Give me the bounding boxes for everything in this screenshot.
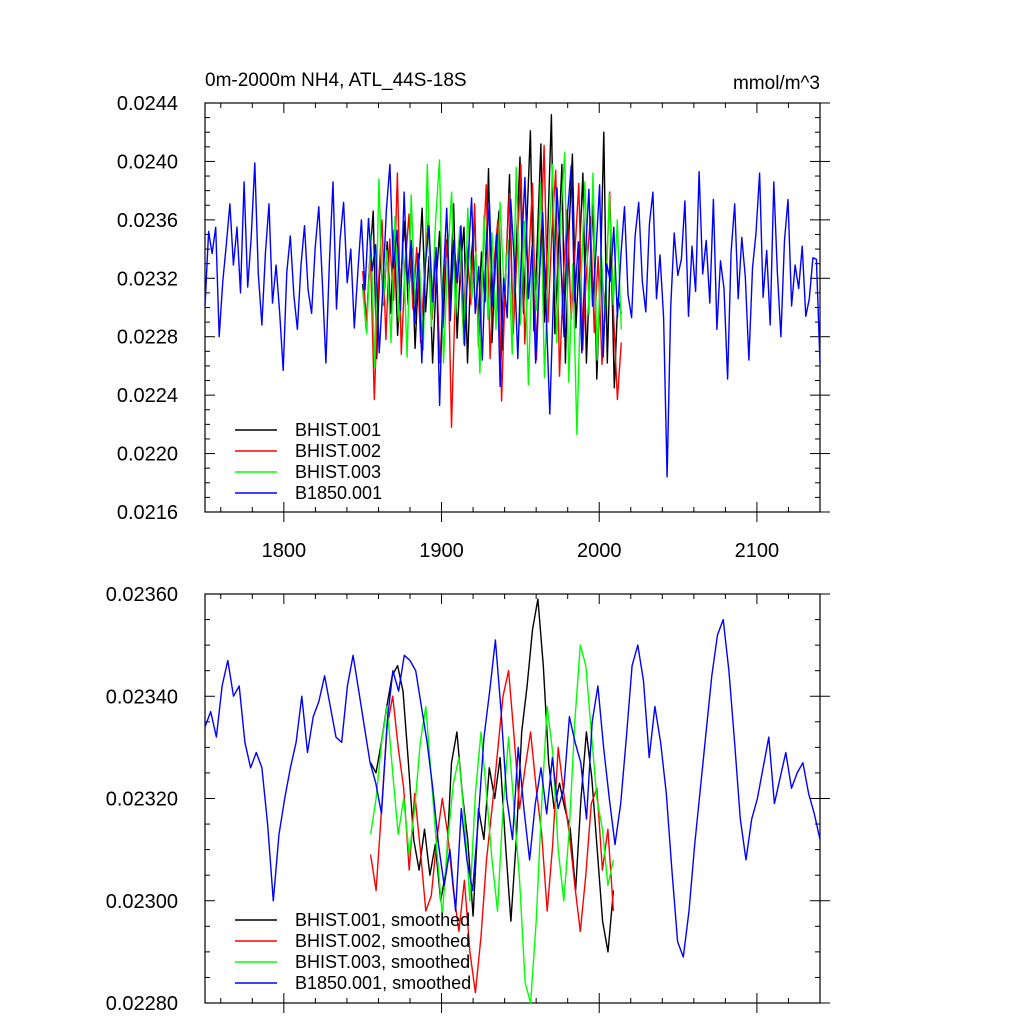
y-tick-label: 0.02300 — [106, 891, 178, 913]
chart-title: 0m-2000m NH4, ATL_44S-18S — [205, 70, 467, 91]
series-line-bhist-003 — [362, 151, 622, 436]
x-tick-label: 1900 — [419, 540, 464, 562]
legend-label-bhist-003-smoothed: BHIST.003, smoothed — [295, 952, 470, 972]
series-line-b1850-001-smoothed — [204, 618, 821, 958]
y-tick-label: 0.0244 — [117, 93, 178, 115]
y-tick-label: 0.0236 — [117, 210, 178, 232]
y-tick-label: 0.0240 — [117, 151, 178, 173]
x-tick-label: 2000 — [577, 540, 622, 562]
y-tick-label: 0.02280 — [106, 993, 178, 1015]
y-tick-label: 0.0220 — [117, 444, 178, 466]
legend-label-b1850-001: B1850.001 — [295, 483, 382, 503]
legend-label-bhist-003: BHIST.003 — [295, 462, 381, 482]
series-line-bhist-002 — [362, 144, 622, 428]
y-tick-label: 0.02320 — [106, 789, 178, 811]
y-tick-label: 0.02340 — [106, 686, 178, 708]
legend-label-bhist-002-smoothed: BHIST.002, smoothed — [295, 931, 470, 951]
series-line-bhist-003-smoothed — [369, 644, 615, 1004]
series-line-b1850-001 — [204, 162, 821, 478]
legend-label-bhist-001-smoothed: BHIST.001, smoothed — [295, 910, 470, 930]
top-panel: 1800 1900 2000 2100 0.0216 0.0220 0.0224 0.0228… — [117, 70, 830, 562]
y-tick-label: 0.02360 — [106, 584, 178, 606]
y-tick-label: 0.0232 — [117, 268, 178, 290]
legend-label-bhist-002: BHIST.002 — [295, 441, 381, 461]
x-tick-label: 1800 — [262, 540, 307, 562]
series-line-bhist-001-smoothed — [369, 598, 615, 953]
y-tick-label: 0.0228 — [117, 327, 178, 349]
bottom-panel: 0.02280 0.02300 0.02320 0.02340 0.02360 BHIST… — [106, 584, 830, 1015]
legend-label-b1850-001-smoothed: B1850.001, smoothed — [295, 973, 471, 993]
legend-label-bhist-001: BHIST.001 — [295, 420, 381, 440]
y-tick-label: 0.0224 — [117, 385, 178, 407]
x-tick-label: 2100 — [735, 540, 780, 562]
units-label: mmol/m^3 — [733, 73, 820, 94]
y-tick-label: 0.0216 — [117, 502, 178, 524]
